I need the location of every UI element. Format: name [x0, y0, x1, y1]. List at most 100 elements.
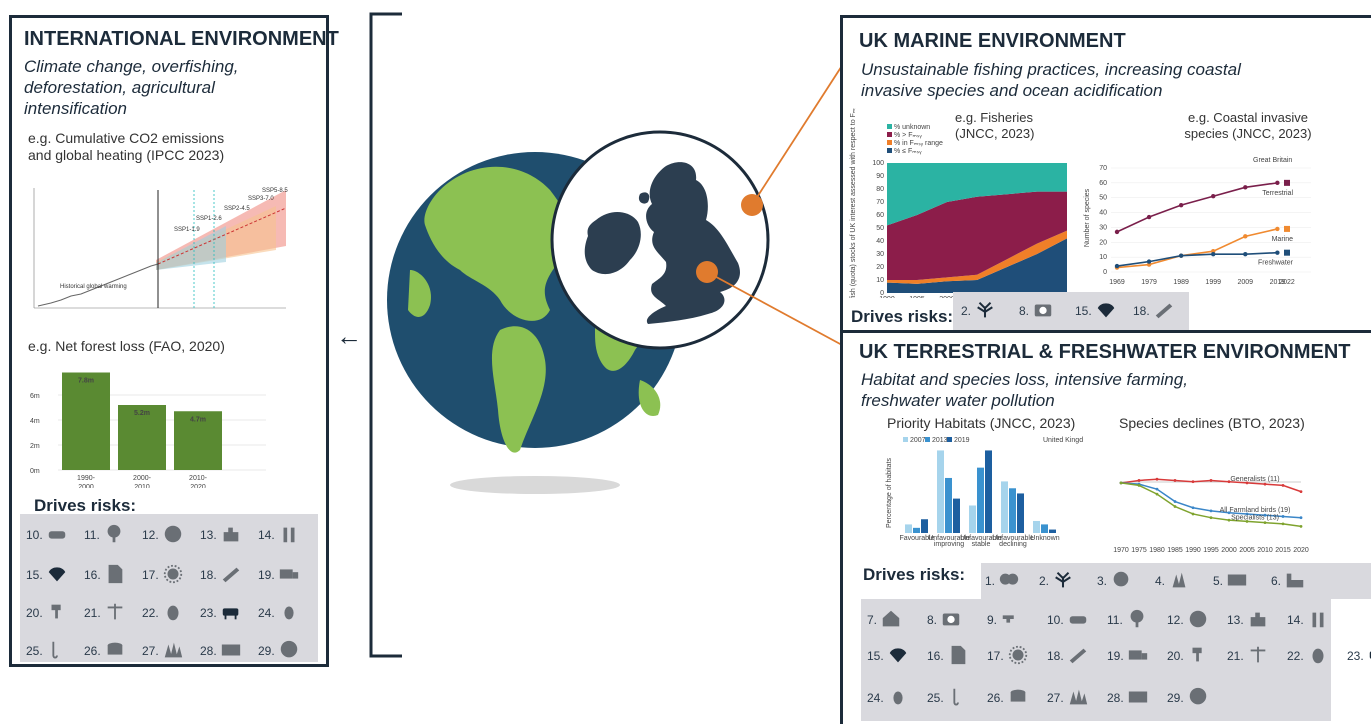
- co2-warming-chart: SSP5-8.5 SSP3-7.0 SSP2-4.5 SSP1-2.6 SSP1…: [33, 188, 288, 309]
- terrestrial-risk-27: 27.: [1047, 685, 1090, 711]
- risk-26-icon: [1006, 686, 1030, 711]
- ssp370-label: SSP3-7.0: [248, 196, 274, 202]
- international-risk-13: 13.: [200, 522, 243, 548]
- habitat-bar: [921, 519, 928, 533]
- forest-ytick: 6m: [30, 393, 40, 400]
- fish-ytick: 10: [876, 277, 884, 284]
- inv-point: [1114, 229, 1120, 235]
- risk-number: 8.: [927, 613, 938, 627]
- risk-27-icon: [161, 639, 185, 664]
- fish-ytick: 80: [876, 186, 884, 193]
- fish-ytick: 0: [880, 290, 884, 297]
- inv-xtick: 1989: [1173, 279, 1189, 286]
- risk-number: 8.: [1019, 304, 1030, 318]
- terrestrial-risk-19: 19.: [1107, 643, 1150, 669]
- forest-bar-label: 5.2m: [134, 410, 150, 417]
- risk-13-icon: [1246, 608, 1270, 633]
- international-risk-23: 23.: [200, 600, 243, 626]
- forest-bar: [62, 372, 110, 470]
- risk-21-icon: [1246, 644, 1270, 669]
- habitat-legend-label: 2007: [910, 437, 926, 444]
- international-risk-25: 25.: [26, 638, 69, 664]
- invasive-species-chart: 0 10 20 30 40 50 60 70 1969 1979 1989 1999 2009 20192…: [1084, 157, 1311, 286]
- risk-number: 16.: [84, 568, 101, 582]
- fish-ytick: 50: [876, 225, 884, 232]
- risk-number: 23.: [1347, 649, 1364, 663]
- terrestrial-risk-8: 8.: [927, 607, 963, 633]
- international-risk-16: 16.: [84, 562, 127, 588]
- forest-bar-label: 4.7m: [190, 416, 206, 423]
- terrestrial-risk-9: 9.: [987, 607, 1023, 633]
- inv-point: [1243, 185, 1248, 190]
- habitat-bar: [1041, 524, 1048, 533]
- risk-10-icon: [1066, 608, 1090, 633]
- risk-11-icon: [1125, 608, 1149, 633]
- fish-ytick: 70: [876, 199, 884, 206]
- habitat-bar: [913, 527, 920, 533]
- risk-9-icon: [999, 608, 1023, 633]
- bird-point: [1299, 490, 1303, 494]
- ssp245-label: SSP2-4.5: [224, 206, 250, 212]
- inv-series-line: [1116, 251, 1278, 267]
- risk-16-icon: [946, 644, 970, 669]
- habitat-bar: [953, 498, 960, 533]
- fish-xtick: 1995: [909, 296, 925, 298]
- international-risk-11: 11.: [84, 522, 126, 548]
- inv-xtick: 1969: [1109, 279, 1125, 286]
- co2-caption: e.g. Cumulative CO2 emissions and global…: [28, 130, 225, 163]
- risk-14-icon: [1306, 608, 1330, 633]
- forest-xtick: 2010: [134, 484, 150, 488]
- inv-title: Great Britain: [1253, 157, 1292, 164]
- terrestrial-risk-22: 22.: [1287, 643, 1330, 669]
- forest-bar-label: 7.8m: [78, 378, 94, 385]
- risk-number: 22.: [142, 606, 159, 620]
- inv-point: [1178, 253, 1184, 258]
- bird-xtick: 2020: [1293, 547, 1309, 553]
- international-risk-15: 15.: [26, 562, 69, 588]
- fish-ytick: 60: [876, 212, 884, 219]
- forest-ytick: 0m: [30, 468, 40, 475]
- fish-xtick: 1990: [879, 296, 895, 298]
- terrestrial-subtitle: Habitat and species loss, intensive farm…: [861, 370, 1188, 410]
- inv-point: [1243, 234, 1248, 239]
- international-drives-risks: Drives risks:: [34, 496, 137, 515]
- habitat-bar: [905, 524, 912, 533]
- risk-number: 15.: [26, 568, 43, 582]
- risk-number: 20.: [1167, 649, 1184, 663]
- inv-xtick: 2019: [1270, 279, 1286, 286]
- inv-ytick: 30: [1099, 224, 1107, 231]
- bird-point: [1299, 524, 1303, 528]
- terrestrial-risk-13: 13.: [1227, 607, 1270, 633]
- inv-point: [1178, 202, 1184, 208]
- international-risk-17: 17.: [142, 562, 185, 588]
- bird-point: [1281, 515, 1285, 518]
- bird-point: [1173, 500, 1177, 503]
- habitat-xtick: Unfavourable: [960, 535, 1002, 542]
- habitat-legend-label: 2013: [932, 437, 948, 444]
- bird-point: [1227, 511, 1231, 515]
- risk-17-icon: [1006, 644, 1030, 669]
- bird-point: [1155, 477, 1159, 481]
- risk-2-icon: [973, 299, 997, 324]
- inv-series-line: [1116, 182, 1278, 233]
- risk-number: 23.: [200, 606, 217, 620]
- forest-bar: [118, 405, 166, 470]
- habitat-bar: [937, 450, 944, 533]
- habitat-bar: [1001, 481, 1008, 533]
- inv-ytick: 70: [1099, 165, 1107, 172]
- international-risk-19: 19.: [258, 562, 301, 588]
- fish-ytick: 40: [876, 238, 884, 245]
- priority-habitats-chart: FavourableUnfavourableimprovingUnfavoura…: [886, 437, 1083, 548]
- risk-12-icon: [1186, 608, 1210, 633]
- risk-17-icon: [161, 563, 185, 588]
- marine-title: UK MARINE ENVIRONMENT: [859, 30, 1126, 52]
- international-risk-21: 21.: [84, 600, 127, 626]
- terrestrial-risk-20: 20.: [1167, 643, 1210, 669]
- risk-number: 28.: [200, 644, 217, 658]
- international-risk-27: 27.: [142, 638, 185, 664]
- international-panel: INTERNATIONAL ENVIRONMENT Climate change…: [9, 15, 339, 667]
- inv-series-line: [1116, 228, 1278, 269]
- inv-2022-marker: [1284, 225, 1290, 232]
- risk-number: 16.: [927, 649, 944, 663]
- risk-27-icon: [1066, 686, 1090, 711]
